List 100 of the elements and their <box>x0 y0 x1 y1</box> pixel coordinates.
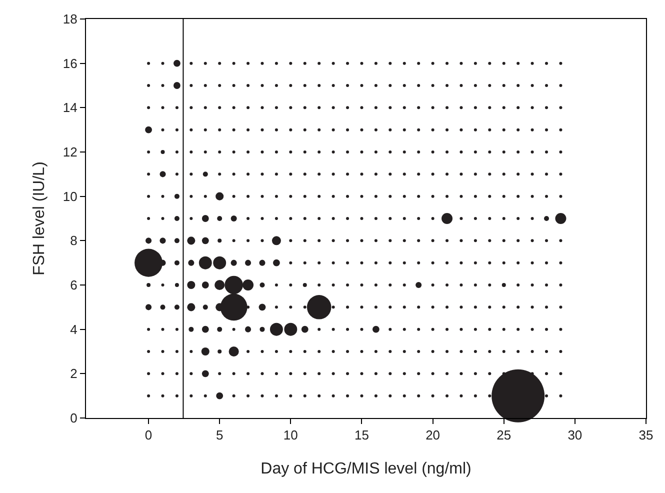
point <box>516 194 520 198</box>
point <box>346 261 350 264</box>
point <box>289 372 292 376</box>
point <box>346 62 350 65</box>
point <box>289 172 292 176</box>
point <box>545 128 548 132</box>
x-tick-label: 25 <box>496 428 512 443</box>
point <box>246 84 250 87</box>
point <box>374 217 378 220</box>
point <box>274 62 278 65</box>
point <box>545 84 548 87</box>
point <box>332 194 335 198</box>
point <box>274 172 278 176</box>
point <box>559 350 562 353</box>
point <box>346 128 350 132</box>
point <box>246 194 250 198</box>
point <box>175 328 178 331</box>
point <box>502 328 506 331</box>
point <box>474 239 477 242</box>
point <box>446 84 449 87</box>
point <box>303 394 306 398</box>
point <box>488 261 492 264</box>
point <box>346 328 350 331</box>
point <box>474 172 477 176</box>
point <box>303 194 306 198</box>
point <box>502 128 506 132</box>
point <box>218 150 222 154</box>
point <box>446 372 449 376</box>
point <box>502 217 506 220</box>
point <box>402 106 406 110</box>
point <box>274 84 278 87</box>
point <box>289 284 292 286</box>
point <box>246 350 250 353</box>
point <box>274 106 278 110</box>
point <box>303 217 306 220</box>
point <box>516 261 520 264</box>
point <box>360 106 364 110</box>
point <box>402 172 406 176</box>
point <box>318 128 321 132</box>
point <box>274 194 278 198</box>
point <box>488 284 492 286</box>
point <box>360 306 364 309</box>
point <box>303 306 306 309</box>
point <box>417 128 420 132</box>
point <box>502 306 506 309</box>
y-tick-label: 14 <box>62 100 78 116</box>
point <box>488 194 492 198</box>
point <box>460 128 463 132</box>
point <box>516 106 520 110</box>
point <box>204 394 207 398</box>
point <box>516 84 520 87</box>
point <box>360 172 364 176</box>
point <box>402 150 406 154</box>
point <box>232 328 236 331</box>
point <box>260 150 264 154</box>
x-tick-label: 35 <box>638 428 654 443</box>
point <box>147 350 150 353</box>
point <box>545 284 548 286</box>
point <box>488 350 492 353</box>
point <box>446 150 449 154</box>
point <box>332 150 335 154</box>
point <box>446 350 449 353</box>
point <box>559 284 562 286</box>
point <box>147 62 150 65</box>
point <box>474 194 477 198</box>
point <box>161 350 164 353</box>
point <box>545 62 548 65</box>
point <box>474 106 477 110</box>
point <box>246 172 250 176</box>
point <box>318 394 321 398</box>
point <box>488 239 492 242</box>
point <box>388 284 392 286</box>
point <box>488 394 492 398</box>
point <box>474 84 477 87</box>
x-tick-label: 5 <box>216 428 224 443</box>
point <box>402 62 406 65</box>
point <box>417 394 420 398</box>
point <box>502 194 506 198</box>
point <box>474 372 477 376</box>
point <box>388 194 392 198</box>
point <box>516 217 520 220</box>
point <box>474 150 477 154</box>
point <box>530 128 534 132</box>
point <box>274 350 278 353</box>
point <box>260 350 264 353</box>
point <box>360 150 364 154</box>
point <box>530 350 534 353</box>
point <box>545 394 548 398</box>
point <box>402 306 406 309</box>
point <box>274 372 278 376</box>
point <box>332 328 335 331</box>
point <box>318 84 321 87</box>
point <box>446 284 449 286</box>
point <box>488 84 492 87</box>
point <box>346 150 350 154</box>
point <box>488 128 492 132</box>
point <box>332 239 335 242</box>
point <box>175 128 178 132</box>
point <box>417 106 420 110</box>
point <box>516 350 520 353</box>
